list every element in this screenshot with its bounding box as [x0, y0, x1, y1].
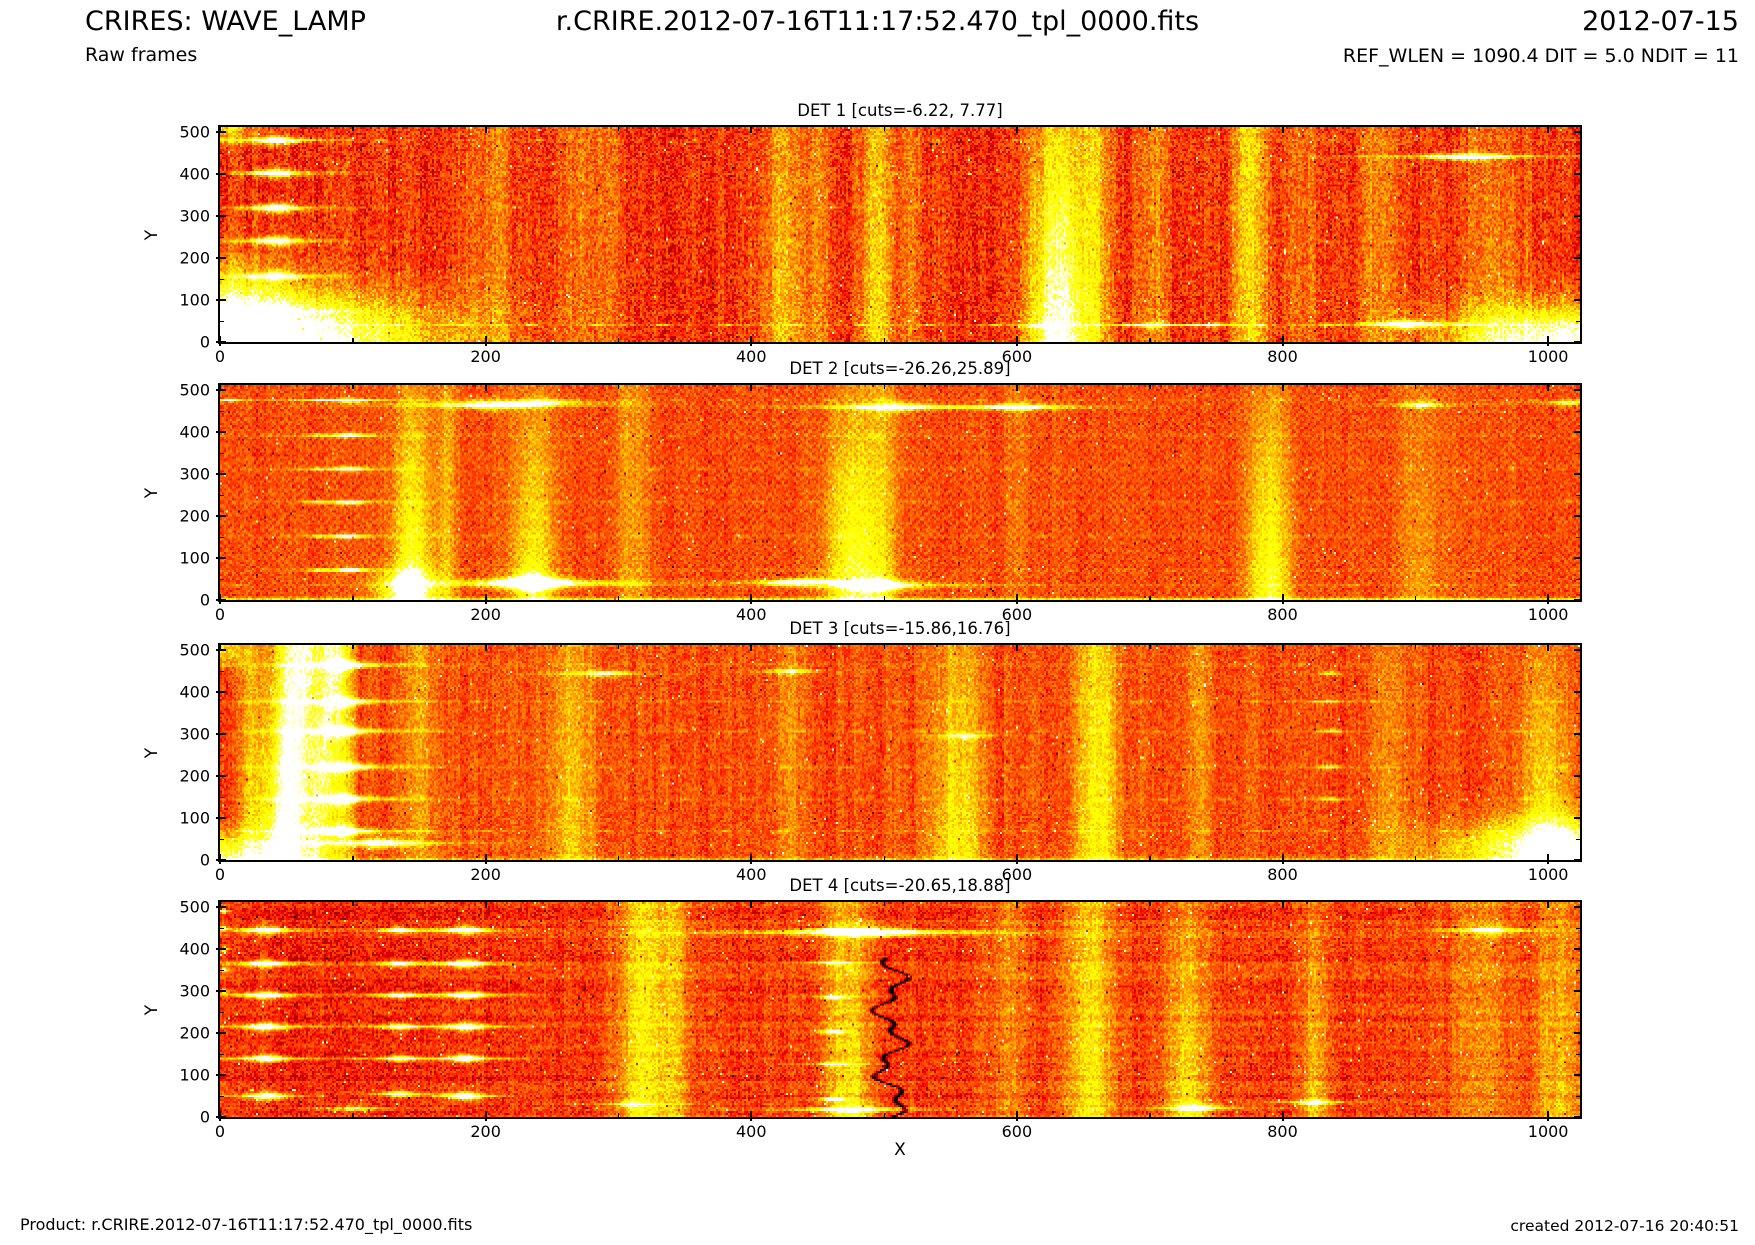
x-tick-label: 200 — [470, 865, 501, 884]
x-tick-label: 1000 — [1527, 605, 1569, 624]
page-subtitle: Raw frames — [85, 44, 198, 66]
page-title: CRIRES: WAVE_LAMP — [85, 6, 366, 37]
y-tick-label: 0 — [199, 590, 210, 610]
det2-heatmap — [220, 385, 1580, 600]
y-axis-label: Y — [142, 229, 162, 240]
det2-title: DET 2 [cuts=-26.26,25.89] — [789, 359, 1011, 378]
y-tick-label: 0 — [199, 850, 210, 870]
x-tick-label: 800 — [1267, 347, 1298, 366]
y-axis-label: Y — [142, 487, 162, 498]
det3-title: DET 3 [cuts=-15.86,16.76] — [789, 619, 1011, 638]
y-tick-label: 500 — [179, 640, 210, 660]
y-tick-label: 100 — [179, 290, 210, 310]
y-tick-label: 300 — [179, 724, 210, 744]
x-tick-label: 1000 — [1527, 1122, 1569, 1141]
x-tick-label: 600 — [1001, 605, 1033, 624]
y-tick-label: 300 — [179, 464, 210, 484]
x-tick-label: 1000 — [1527, 347, 1569, 366]
y-tick-label: 300 — [179, 981, 210, 1001]
x-tick-label: 200 — [470, 1122, 501, 1141]
x-tick-label: 400 — [735, 865, 767, 884]
x-tick-label: 400 — [735, 347, 767, 366]
y-tick-label: 100 — [179, 1065, 210, 1085]
filename-title: r.CRIRE.2012-07-16T11:17:52.470_tpl_0000… — [555, 6, 1200, 37]
y-tick-label: 500 — [179, 380, 210, 400]
det3-panel: DET 3 [cuts=-15.86,16.76] Y 0 200 400 600 80… — [142, 619, 1582, 884]
x-tick-label: 0 — [214, 865, 226, 884]
y-tick-label: 200 — [179, 1023, 210, 1043]
det4-panel: DET 4 [cuts=-20.65,18.88] Y 0 200 400 600 80… — [142, 876, 1582, 1141]
det1-heatmap — [220, 127, 1580, 342]
y-tick-label: 400 — [179, 682, 210, 702]
y-axis-label: Y — [142, 1004, 162, 1015]
x-tick-label: 600 — [1001, 865, 1033, 884]
y-tick-label: 200 — [179, 766, 210, 786]
params-label: REF_WLEN = 1090.4 DIT = 5.0 NDIT = 11 — [1342, 45, 1739, 67]
x-tick-label: 200 — [470, 347, 501, 366]
y-axis-label: Y — [142, 747, 162, 758]
y-tick-label: 0 — [199, 1107, 210, 1127]
y-tick-label: 500 — [179, 897, 210, 917]
det4-title: DET 4 [cuts=-20.65,18.88] — [789, 876, 1011, 895]
x-tick-label: 0 — [214, 605, 226, 624]
y-tick-label: 0 — [199, 332, 210, 352]
x-tick-label: 800 — [1267, 605, 1298, 624]
created-label: created 2012-07-16 20:40:51 — [1510, 1217, 1739, 1235]
y-tick-label: 100 — [179, 808, 210, 828]
det1-title: DET 1 [cuts=-6.22, 7.77] — [797, 101, 1003, 120]
x-tick-label: 0 — [214, 347, 226, 366]
x-tick-label: 200 — [470, 605, 501, 624]
x-tick-label: 600 — [1001, 1122, 1033, 1141]
y-tick-label: 300 — [179, 206, 210, 226]
date-label: 2012-07-15 — [1582, 6, 1739, 37]
product-label: Product: r.CRIRE.2012-07-16T11:17:52.470… — [20, 1215, 473, 1234]
y-tick-label: 400 — [179, 422, 210, 442]
x-axis-label: X — [894, 1140, 906, 1160]
x-tick-label: 600 — [1001, 347, 1033, 366]
det4-heatmap — [220, 902, 1580, 1117]
y-tick-label: 400 — [179, 939, 210, 959]
x-tick-label: 400 — [735, 1122, 767, 1141]
y-tick-label: 500 — [179, 122, 210, 142]
x-tick-label: 400 — [735, 605, 767, 624]
y-tick-label: 400 — [179, 164, 210, 184]
x-tick-label: 800 — [1267, 1122, 1298, 1141]
y-tick-label: 200 — [179, 248, 210, 268]
y-tick-label: 200 — [179, 506, 210, 526]
x-tick-label: 1000 — [1527, 865, 1569, 884]
y-tick-label: 100 — [179, 548, 210, 568]
x-tick-label: 800 — [1267, 865, 1298, 884]
det2-panel: DET 2 [cuts=-26.26,25.89] Y 0 200 400 600 80… — [142, 359, 1582, 624]
det1-panel: DET 1 [cuts=-6.22, 7.77] Y 0 200 400 600 800… — [142, 101, 1582, 366]
det3-heatmap — [220, 645, 1580, 860]
x-tick-label: 0 — [214, 1122, 226, 1141]
